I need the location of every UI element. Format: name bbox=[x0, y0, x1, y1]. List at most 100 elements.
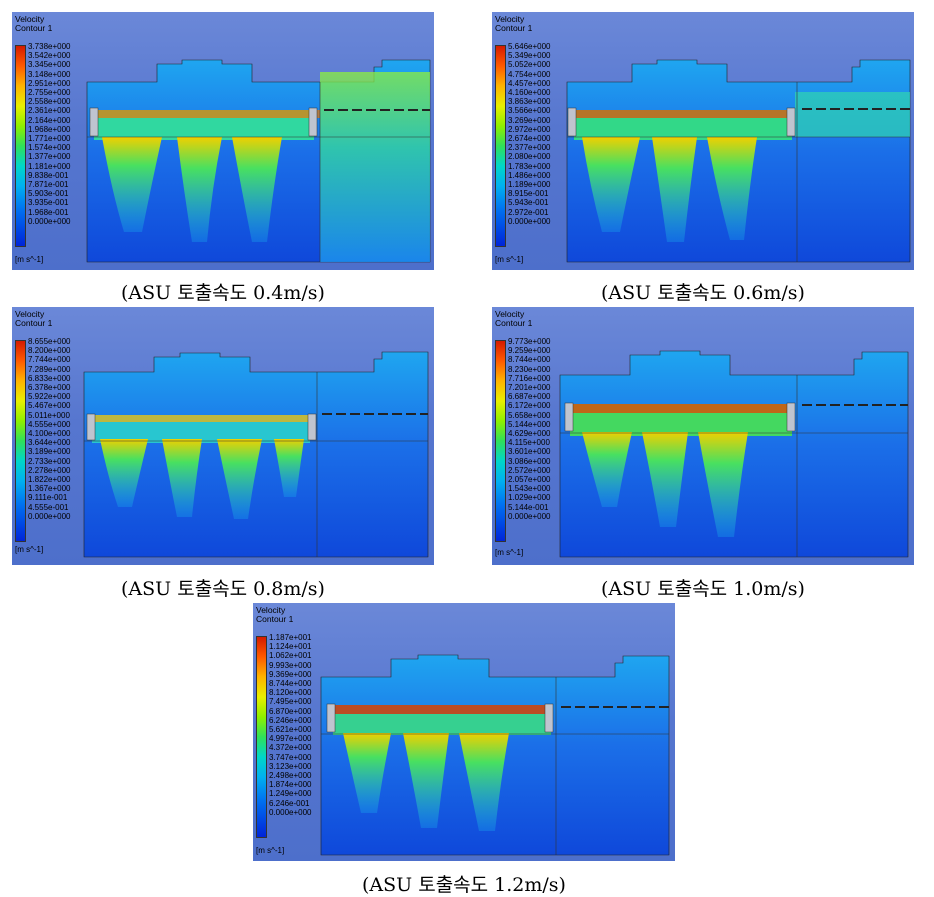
legend-tick-label: 6.378e+000 bbox=[28, 383, 71, 393]
caption-4: (ASU 토출속도 1.0m/s) bbox=[601, 578, 805, 600]
legend-tick-label: 5.349e+000 bbox=[508, 51, 551, 61]
color-scale-bar bbox=[15, 340, 26, 542]
caption-1: (ASU 토출속도 0.4m/s) bbox=[121, 282, 325, 304]
legend-tick-label: 2.972e+000 bbox=[508, 124, 551, 134]
legend-tick-label: 1.486e+000 bbox=[508, 170, 551, 180]
legend-tick-label: 3.123e+000 bbox=[269, 761, 312, 771]
legend-tick-label: 6.833e+000 bbox=[28, 373, 71, 383]
legend-tick-label: 4.629e+000 bbox=[508, 429, 551, 439]
legend-tick-label: 6.172e+000 bbox=[508, 401, 551, 411]
legend-tick-label: 3.269e+000 bbox=[508, 115, 551, 125]
legend-title: Velocity Contour 1 bbox=[495, 310, 532, 328]
legend-tick-label: 1.574e+000 bbox=[28, 143, 71, 153]
legend-tick-label: 7.495e+000 bbox=[269, 697, 312, 707]
legend-tick-label: 0.000e+000 bbox=[28, 216, 71, 226]
legend-tick-label: 1.249e+000 bbox=[269, 789, 312, 799]
legend-tick-label: 3.863e+000 bbox=[508, 97, 551, 107]
legend-title: Velocity Contour 1 bbox=[15, 310, 52, 328]
legend-tick-label: 8.200e+000 bbox=[28, 346, 71, 356]
legend-tick-label: 9.111e-001 bbox=[28, 493, 68, 503]
legend-title: Velocity Contour 1 bbox=[495, 15, 532, 33]
legend-tick-label: 2.951e+000 bbox=[28, 78, 71, 88]
legend-tick-label: 9.838e-001 bbox=[28, 170, 69, 180]
legend-tick-label: 5.922e+000 bbox=[28, 392, 71, 402]
legend-tick-label: 3.644e+000 bbox=[28, 438, 71, 448]
legend-tick-label: 1.771e+000 bbox=[28, 134, 71, 144]
legend-tick-label: 1.377e+000 bbox=[28, 152, 71, 162]
legend-variable: Velocity bbox=[256, 605, 286, 615]
legend-tick-label: 9.993e+000 bbox=[269, 660, 312, 670]
velocity-contour-plot bbox=[320, 654, 670, 856]
legend-tick-label: 7.716e+000 bbox=[508, 373, 551, 383]
legend-tick-label: 5.011e+000 bbox=[28, 410, 70, 420]
legend-tick-label: 5.943e-001 bbox=[508, 198, 549, 208]
legend-tick-label: 8.230e+000 bbox=[508, 364, 551, 374]
legend-contour-name: Contour 1 bbox=[15, 23, 53, 33]
legend-tick-label: 2.972e-001 bbox=[508, 207, 549, 217]
legend-tick-label: 5.144e-001 bbox=[508, 502, 549, 512]
legend-tick-label: 2.572e+000 bbox=[508, 465, 551, 475]
legend-tick-label: 5.052e+000 bbox=[508, 60, 551, 70]
legend-tick-label: 8.744e+000 bbox=[508, 355, 551, 365]
legend-tick-label: 5.658e+000 bbox=[508, 410, 551, 420]
legend-tick-label: 1.874e+000 bbox=[269, 780, 312, 790]
contour-panel-4: Velocity Contour 1 9.773e+000 9.259e+000 8… bbox=[492, 307, 914, 565]
legend-tick-label: 1.543e+000 bbox=[508, 484, 551, 494]
legend-ticks: 5.646e+000 5.349e+000 5.052e+000 4.754e+000… bbox=[508, 42, 568, 226]
legend-tick-label: 2.755e+000 bbox=[28, 88, 71, 98]
legend-ticks: 1.187e+001 1.124e+001 1.062e+001 9.993e+000… bbox=[269, 633, 329, 817]
legend-tick-label: 2.498e+000 bbox=[269, 771, 312, 781]
legend-tick-label: 5.467e+000 bbox=[28, 401, 71, 411]
legend-tick-label: 2.377e+000 bbox=[508, 143, 551, 153]
legend-tick-label: 9.773e+000 bbox=[508, 337, 551, 346]
legend-tick-label: 4.160e+000 bbox=[508, 88, 551, 98]
caption-5: (ASU 토출속도 1.2m/s) bbox=[362, 874, 566, 896]
legend-tick-label: 3.086e+000 bbox=[508, 456, 551, 466]
legend-tick-label: 5.646e+000 bbox=[508, 42, 551, 51]
legend-tick-label: 3.738e+000 bbox=[28, 42, 71, 51]
legend-tick-label: 1.783e+000 bbox=[508, 161, 551, 171]
contour-panel-3: Velocity Contour 1 8.655e+000 8.200e+000 7… bbox=[12, 307, 434, 565]
legend-contour-name: Contour 1 bbox=[495, 23, 533, 33]
legend-tick-label: 4.115e+000 bbox=[508, 438, 550, 448]
legend-tick-label: 0.000e+000 bbox=[508, 511, 551, 521]
legend-tick-label: 5.144e+000 bbox=[508, 419, 551, 429]
legend-tick-label: 4.555e-001 bbox=[28, 502, 69, 512]
legend-tick-label: 4.372e+000 bbox=[269, 743, 312, 753]
legend-tick-label: 3.345e+000 bbox=[28, 60, 71, 70]
velocity-contour-plot bbox=[83, 351, 429, 558]
legend-tick-label: 0.000e+000 bbox=[28, 511, 71, 521]
legend-tick-label: 3.148e+000 bbox=[28, 69, 71, 79]
contour-panel-2: Velocity Contour 1 5.646e+000 5.349e+000 5… bbox=[492, 12, 914, 270]
legend-tick-label: 2.558e+000 bbox=[28, 97, 71, 107]
legend-contour-name: Contour 1 bbox=[15, 318, 53, 328]
legend-variable: Velocity bbox=[495, 14, 525, 24]
legend-title: Velocity Contour 1 bbox=[256, 606, 293, 624]
color-scale-bar bbox=[495, 340, 506, 542]
legend-tick-label: 4.997e+000 bbox=[269, 734, 312, 744]
legend-tick-label: 2.361e+000 bbox=[28, 106, 71, 116]
legend-tick-label: 2.164e+000 bbox=[28, 115, 71, 125]
contour-panel-1: Velocity Contour 1 3.738e+000 3.542e+000 3… bbox=[12, 12, 434, 270]
legend-tick-label: 4.100e+000 bbox=[28, 429, 71, 439]
legend-tick-label: 8.915e-001 bbox=[508, 189, 549, 199]
legend-variable: Velocity bbox=[495, 309, 525, 319]
legend-tick-label: 8.744e+000 bbox=[269, 679, 312, 689]
legend-tick-label: 3.747e+000 bbox=[269, 752, 312, 762]
legend-tick-label: 4.457e+000 bbox=[508, 78, 551, 88]
velocity-contour-plot bbox=[559, 350, 909, 558]
color-scale-bar bbox=[15, 45, 26, 247]
legend-tick-label: 3.189e+000 bbox=[28, 447, 71, 457]
legend-ticks: 3.738e+000 3.542e+000 3.345e+000 3.148e+000… bbox=[28, 42, 88, 226]
legend-tick-label: 3.542e+000 bbox=[28, 51, 71, 61]
legend-tick-label: 8.655e+000 bbox=[28, 337, 71, 346]
legend-ticks: 8.655e+000 8.200e+000 7.744e+000 7.289e+000… bbox=[28, 337, 88, 521]
legend-tick-label: 1.029e+000 bbox=[508, 493, 551, 503]
legend-tick-label: 2.674e+000 bbox=[508, 134, 551, 144]
legend-tick-label: 7.744e+000 bbox=[28, 355, 71, 365]
legend-ticks: 9.773e+000 9.259e+000 8.744e+000 8.230e+000… bbox=[508, 337, 568, 521]
legend-tick-label: 1.968e-001 bbox=[28, 207, 69, 217]
legend-tick-label: 7.289e+000 bbox=[28, 364, 71, 374]
legend-tick-label: 0.000e+000 bbox=[508, 216, 551, 226]
legend-tick-label: 1.181e+000 bbox=[28, 161, 71, 171]
